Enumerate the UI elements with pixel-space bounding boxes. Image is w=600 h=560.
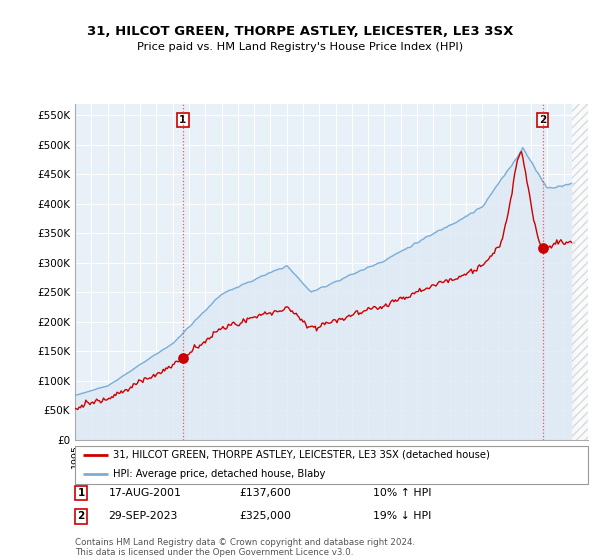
Text: 1: 1	[179, 115, 187, 125]
Text: 31, HILCOT GREEN, THORPE ASTLEY, LEICESTER, LE3 3SX (detached house): 31, HILCOT GREEN, THORPE ASTLEY, LEICEST…	[113, 450, 490, 460]
Text: HPI: Average price, detached house, Blaby: HPI: Average price, detached house, Blab…	[113, 469, 326, 479]
Text: 29-SEP-2023: 29-SEP-2023	[109, 511, 178, 521]
Text: £137,600: £137,600	[239, 488, 291, 498]
Point	[178, 354, 188, 363]
FancyBboxPatch shape	[75, 446, 588, 484]
Text: 2: 2	[77, 511, 85, 521]
Text: £325,000: £325,000	[239, 511, 291, 521]
Text: 2: 2	[539, 115, 546, 125]
Text: 19% ↓ HPI: 19% ↓ HPI	[373, 511, 431, 521]
Text: Price paid vs. HM Land Registry's House Price Index (HPI): Price paid vs. HM Land Registry's House …	[137, 42, 463, 52]
Text: 1: 1	[77, 488, 85, 498]
Text: 10% ↑ HPI: 10% ↑ HPI	[373, 488, 431, 498]
Point	[538, 244, 547, 253]
Text: 31, HILCOT GREEN, THORPE ASTLEY, LEICESTER, LE3 3SX: 31, HILCOT GREEN, THORPE ASTLEY, LEICEST…	[87, 25, 513, 38]
Text: Contains HM Land Registry data © Crown copyright and database right 2024.
This d: Contains HM Land Registry data © Crown c…	[75, 538, 415, 557]
Text: 17-AUG-2001: 17-AUG-2001	[109, 488, 181, 498]
